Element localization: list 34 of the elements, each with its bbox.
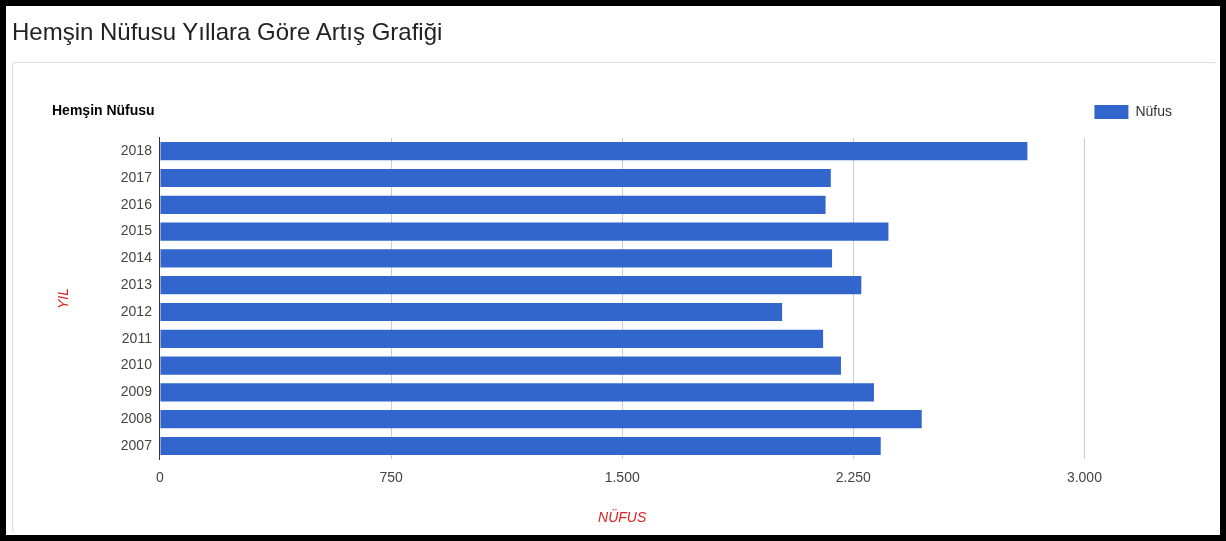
y-tick-label: 2014 <box>120 249 153 266</box>
bar <box>160 142 1028 161</box>
bar <box>160 302 783 322</box>
y-tick-label: 2010 <box>120 356 153 373</box>
bar <box>160 436 881 456</box>
bar <box>160 168 831 188</box>
x-axis-title: NÜFUS <box>598 508 647 526</box>
x-tick-label: 750 <box>379 468 403 485</box>
y-tick-label: 2011 <box>121 329 153 346</box>
y-tick-label: 2012 <box>120 302 153 319</box>
bar <box>160 276 862 295</box>
x-tick-label: 0 <box>156 468 165 485</box>
chart-subtitle: Hemşin Nüfusu <box>52 102 155 119</box>
y-tick-label: 2017 <box>120 168 153 185</box>
x-tick-label: 3.000 <box>1066 468 1103 485</box>
y-tick-label: 2013 <box>120 276 153 293</box>
x-tick-label: 1.500 <box>604 468 640 485</box>
legend-label: Nüfus <box>1135 102 1173 119</box>
bar <box>160 222 889 241</box>
bar <box>160 410 922 429</box>
bar <box>160 195 826 214</box>
y-tick-label: 2015 <box>120 222 153 239</box>
chart-title: Hemşin Nüfusu Yıllara Göre Artış Grafiği <box>12 18 443 46</box>
bar <box>160 356 841 375</box>
y-tick-label: 2009 <box>120 383 153 400</box>
bar <box>160 329 824 348</box>
y-tick-label: 2016 <box>120 195 153 212</box>
y-tick-label: 2007 <box>120 436 153 453</box>
y-tick-label: 2008 <box>120 410 153 427</box>
bar <box>160 383 874 402</box>
bar <box>160 249 833 268</box>
x-tick-label: 2.250 <box>835 468 872 485</box>
y-axis-title: YIL <box>55 288 72 310</box>
y-tick-label: 2018 <box>120 142 153 159</box>
